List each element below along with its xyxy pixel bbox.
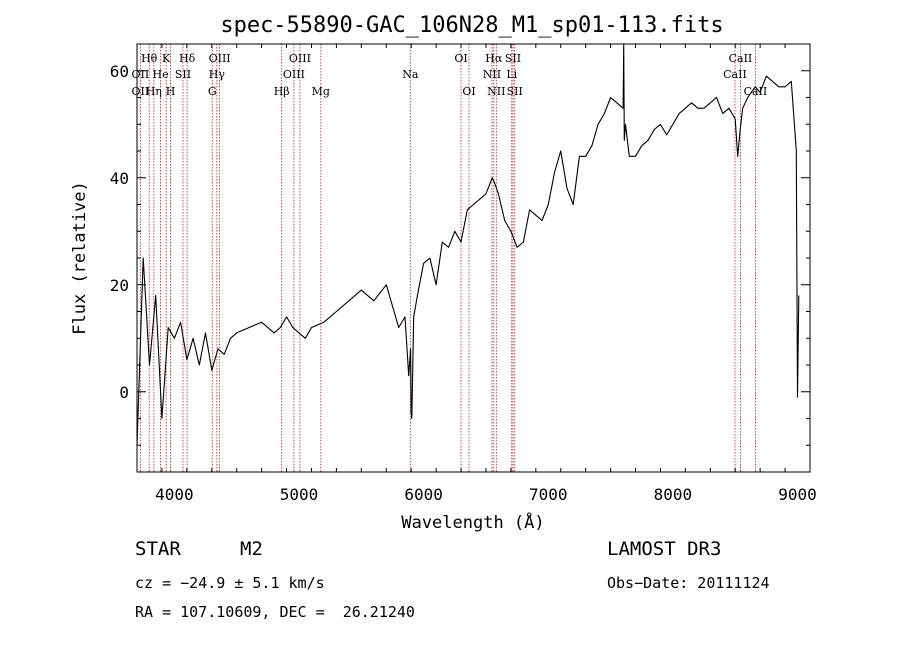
spectral-line-label: NII: [487, 85, 505, 98]
spectral-line-label: Hη: [146, 85, 162, 98]
coordinates: RA = 107.10609, DEC = 26.21240: [135, 603, 415, 621]
plot-frame: [136, 43, 811, 473]
x-tick-label: 7000: [529, 485, 568, 504]
spectral-line-label: SII: [505, 52, 521, 65]
spectral-line-label: OIII: [283, 68, 305, 81]
spectral-line-label: OIII: [209, 52, 231, 65]
spectral-line-label: Hθ: [141, 52, 158, 65]
x-tick-label: 8000: [654, 485, 693, 504]
spectral-line-label: Hα: [485, 52, 503, 65]
object-class: STAR: [135, 538, 181, 560]
spectral-line-label: OII: [132, 68, 150, 81]
spectral-line-label: Mg: [312, 85, 330, 98]
y-tick-label: 40: [110, 169, 129, 188]
object-subclass: M2: [240, 538, 263, 560]
x-tick-label: 9000: [778, 485, 817, 504]
observation-date: Obs−Date: 20111124: [607, 574, 770, 592]
spectrum-line: [136, 43, 800, 446]
spectral-line-label: Na: [402, 68, 419, 81]
spectral-line-label: K: [162, 52, 171, 65]
spectral-line-label: CaII: [723, 68, 747, 81]
spectral-line-label: SII: [175, 68, 191, 81]
y-tick-label: 0: [119, 383, 129, 402]
spectral-line-label: CaII: [744, 85, 768, 98]
x-tick-label: 4000: [155, 485, 194, 504]
spectral-line-label: Hδ: [179, 52, 196, 65]
spectral-line-label: OI: [454, 52, 467, 65]
spectral-line-label: Hγ: [209, 68, 226, 81]
spectral-line-label: OI: [462, 85, 475, 98]
spectral-line-label: Hβ: [274, 85, 290, 98]
y-axis: 0 20 40 60: [110, 62, 810, 446]
x-axis-label: Wavelength (Å): [401, 511, 544, 533]
y-tick-label: 20: [110, 276, 129, 295]
spectral-line-label: He: [153, 68, 169, 81]
chart-title: spec-55890-GAC_106N28_M1_sp01-113.fits: [220, 13, 723, 38]
spectral-line-markers: [139, 44, 756, 472]
redshift-cz: cz = −24.9 ± 5.1 km/s: [135, 574, 325, 592]
spectral-line-label: SII: [507, 85, 523, 98]
spectral-line-labels: Hθ OII OII K He Hη SII H Hδ OIII Hγ G Hβ OIII OIII Mg Na…: [132, 52, 768, 98]
y-axis-label: Flux (relative): [70, 181, 90, 335]
x-axis: 4000 5000 6000 7000 8000 9000: [155, 44, 817, 504]
x-tick-label: 5000: [280, 485, 319, 504]
spectral-line-label: CaII: [729, 52, 753, 65]
spectrum-series: [136, 43, 800, 446]
spectral-line-label: G: [208, 85, 217, 98]
spectral-line-label: OIII: [289, 52, 311, 65]
survey-name: LAMOST DR3: [607, 538, 722, 560]
x-tick-label: 6000: [404, 485, 443, 504]
spectral-line-label: OII: [132, 85, 150, 98]
y-tick-label: 60: [110, 62, 129, 81]
spectral-line-label: H: [166, 85, 176, 98]
spectral-line-label: Li: [506, 68, 517, 81]
spectral-line-label: NII: [483, 68, 501, 81]
